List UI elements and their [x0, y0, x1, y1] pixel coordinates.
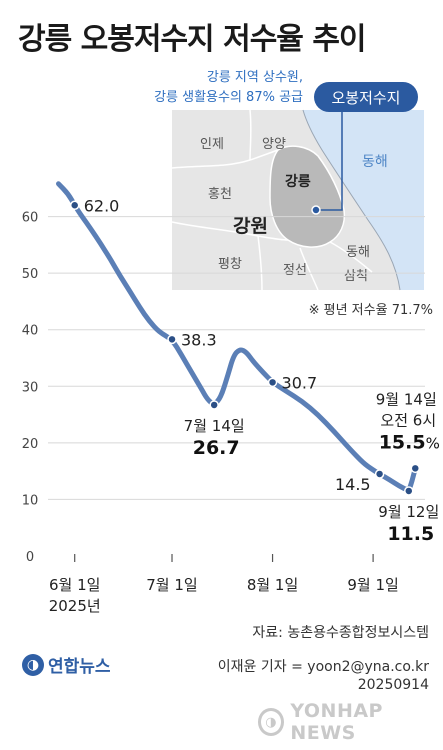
- map-coastline: [302, 109, 401, 291]
- logo-text: 연합뉴스: [48, 657, 111, 677]
- data-point-marker: [209, 400, 219, 410]
- reservoir-leader-line: [316, 110, 343, 211]
- data-point-marker: [267, 377, 278, 388]
- chart-grid: [48, 216, 425, 500]
- data-point-marker: [69, 200, 80, 211]
- data-point-marker: [374, 469, 385, 479]
- map-label-jeongseon: 정선: [283, 263, 307, 278]
- data-label: 15.5%: [379, 431, 440, 453]
- yonhap-logo: ◑ 연합뉴스: [22, 652, 111, 677]
- data-label: 26.7: [193, 437, 240, 459]
- data-label: 38.3: [181, 330, 217, 349]
- average-rate-note: ※ 평년 저수율 71.7%: [308, 303, 433, 318]
- page-title: 강릉 오봉저수지 저수율 추이: [18, 22, 367, 57]
- map-label-gangwon: 강원: [233, 215, 268, 237]
- x-tick-label: 9월 1일: [347, 576, 398, 594]
- credit-note: 이재윤 기자 = yoon2@yna.co.kr 20250914: [217, 659, 429, 693]
- data-point-marker: [410, 463, 421, 474]
- data-label-caption: 9월 14일: [376, 390, 437, 408]
- map-label-pyeongchang: 평창: [218, 257, 242, 272]
- y-tick-label: 20: [22, 437, 39, 452]
- inset-map: 인제 양양 홍천 강릉 강원 평창 정선 동해 삼척 동해 오봉저수지: [171, 82, 424, 291]
- y-tick-label: 40: [22, 324, 39, 339]
- y-tick-label: 0: [26, 550, 34, 565]
- x-axis-ticks: 6월 1일 2025년 7월 1일 8월 1일 9월 1일: [49, 554, 399, 615]
- data-label-caption: 7월 14일: [184, 417, 245, 435]
- map-subtitle: 강릉 지역 상수원, 강릉 생활용수의 87% 공급: [154, 70, 303, 105]
- data-label-caption: 9월 12일: [378, 503, 439, 521]
- data-label: 30.7: [282, 373, 318, 392]
- watermark-text: YONHAP NEWS: [290, 700, 383, 744]
- map-borders: [171, 109, 373, 291]
- logo-icon: ◑: [22, 653, 44, 676]
- data-label-unit: %: [426, 434, 440, 452]
- x-tick-label: 6월 1일: [49, 576, 100, 594]
- data-label: 11.5: [387, 523, 434, 545]
- map-sea-label: 동해: [362, 154, 388, 170]
- x-tick-sublabel: 2025년: [49, 597, 101, 615]
- data-label-caption: 오전 6시: [380, 411, 436, 429]
- reservoir-callout-label: 오봉저수지: [331, 89, 400, 107]
- reservoir-callout: [314, 82, 418, 112]
- y-tick-label: 50: [22, 267, 39, 282]
- data-point-marker: [404, 486, 414, 496]
- map-label-inje: 인제: [200, 137, 224, 152]
- data-point-marker: [167, 334, 177, 345]
- map-sea-area: [303, 110, 424, 290]
- reservoir-rate-line: [56, 181, 418, 492]
- data-labels: 62.0 38.3 7월 14일 26.7 30.7 14.5 9월 12일 11.5 9월 1…: [69, 196, 440, 545]
- x-tick-label: 8월 1일: [247, 576, 298, 594]
- map-label-gangneung: 강릉: [285, 173, 311, 190]
- data-label: 14.5: [335, 475, 371, 494]
- y-tick-label: 10: [22, 493, 39, 508]
- data-label: 62.0: [84, 196, 120, 215]
- x-tick-label: 7월 1일: [146, 576, 197, 594]
- y-tick-label: 60: [22, 211, 39, 226]
- source-note: 자료: 농촌용수종합정보시스템: [252, 625, 429, 641]
- map-label-yangyang: 양양: [262, 137, 286, 152]
- reservoir-marker: [311, 205, 321, 215]
- y-tick-label: 30: [22, 380, 39, 395]
- watermark: ◑ YONHAP NEWS: [258, 700, 443, 744]
- map-label-donghae: 동해: [346, 245, 370, 260]
- watermark-icon: ◑: [258, 708, 285, 736]
- map-label-hongcheon: 홍천: [208, 187, 232, 202]
- y-axis-ticks: 0 10 20 30 40 50 60: [22, 211, 39, 565]
- map-label-samcheok: 삼척: [344, 269, 368, 284]
